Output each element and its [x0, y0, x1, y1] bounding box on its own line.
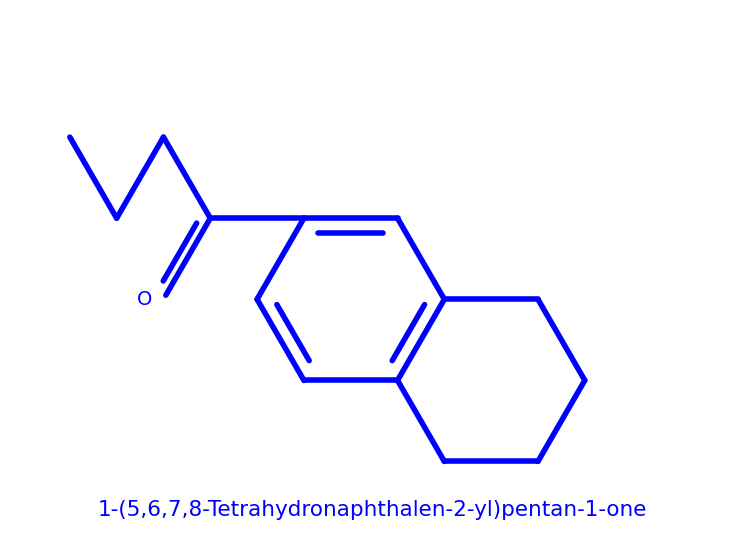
Text: 1-(5,6,7,8-Tetrahydronaphthalen-2-yl)pentan-1-one: 1-(5,6,7,8-Tetrahydronaphthalen-2-yl)pen…	[97, 500, 647, 520]
Text: O: O	[137, 290, 153, 309]
